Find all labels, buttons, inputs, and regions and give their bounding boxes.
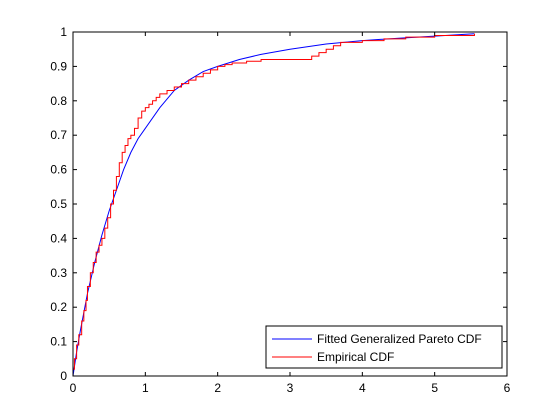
x-tick-label: 2	[214, 381, 221, 395]
empirical-cdf-line	[73, 33, 475, 370]
y-tick-label: 0.8	[50, 94, 67, 108]
y-tick-label: 1	[60, 25, 67, 39]
plot-area	[73, 32, 507, 376]
x-tick-label: 5	[431, 381, 438, 395]
series-layer	[72, 33, 475, 377]
y-tick-label: 0.7	[50, 128, 67, 142]
x-tick-label: 6	[504, 381, 511, 395]
legend-box	[265, 325, 503, 369]
x-tick-label: 3	[287, 381, 294, 395]
y-tick-label: 0.2	[50, 300, 67, 314]
legend-label-empirical: Empirical CDF	[317, 350, 394, 364]
x-tick-label: 1	[142, 381, 149, 395]
x-tick-label: 4	[359, 381, 366, 395]
y-tick-label: 0	[60, 369, 67, 383]
y-tick-label: 0.3	[50, 266, 67, 280]
y-tick-label: 0.6	[50, 163, 67, 177]
legend-label-fitted: Fitted Generalized Pareto CDF	[317, 332, 482, 346]
y-tick-label: 0.4	[50, 231, 67, 245]
axes-layer: 0 1 2 3 4 5 6 0 0.1 0.2 0.3 0.4 0.5 0.6 0.7 0.8 0.9 1	[50, 25, 510, 395]
y-tick-label: 0.5	[50, 197, 67, 211]
y-tick-label: 0.1	[50, 335, 67, 349]
y-tick-label: 0.9	[50, 59, 67, 73]
x-tick-label: 0	[70, 381, 77, 395]
legend: Fitted Generalized Pareto CDF Empirical …	[265, 325, 503, 369]
